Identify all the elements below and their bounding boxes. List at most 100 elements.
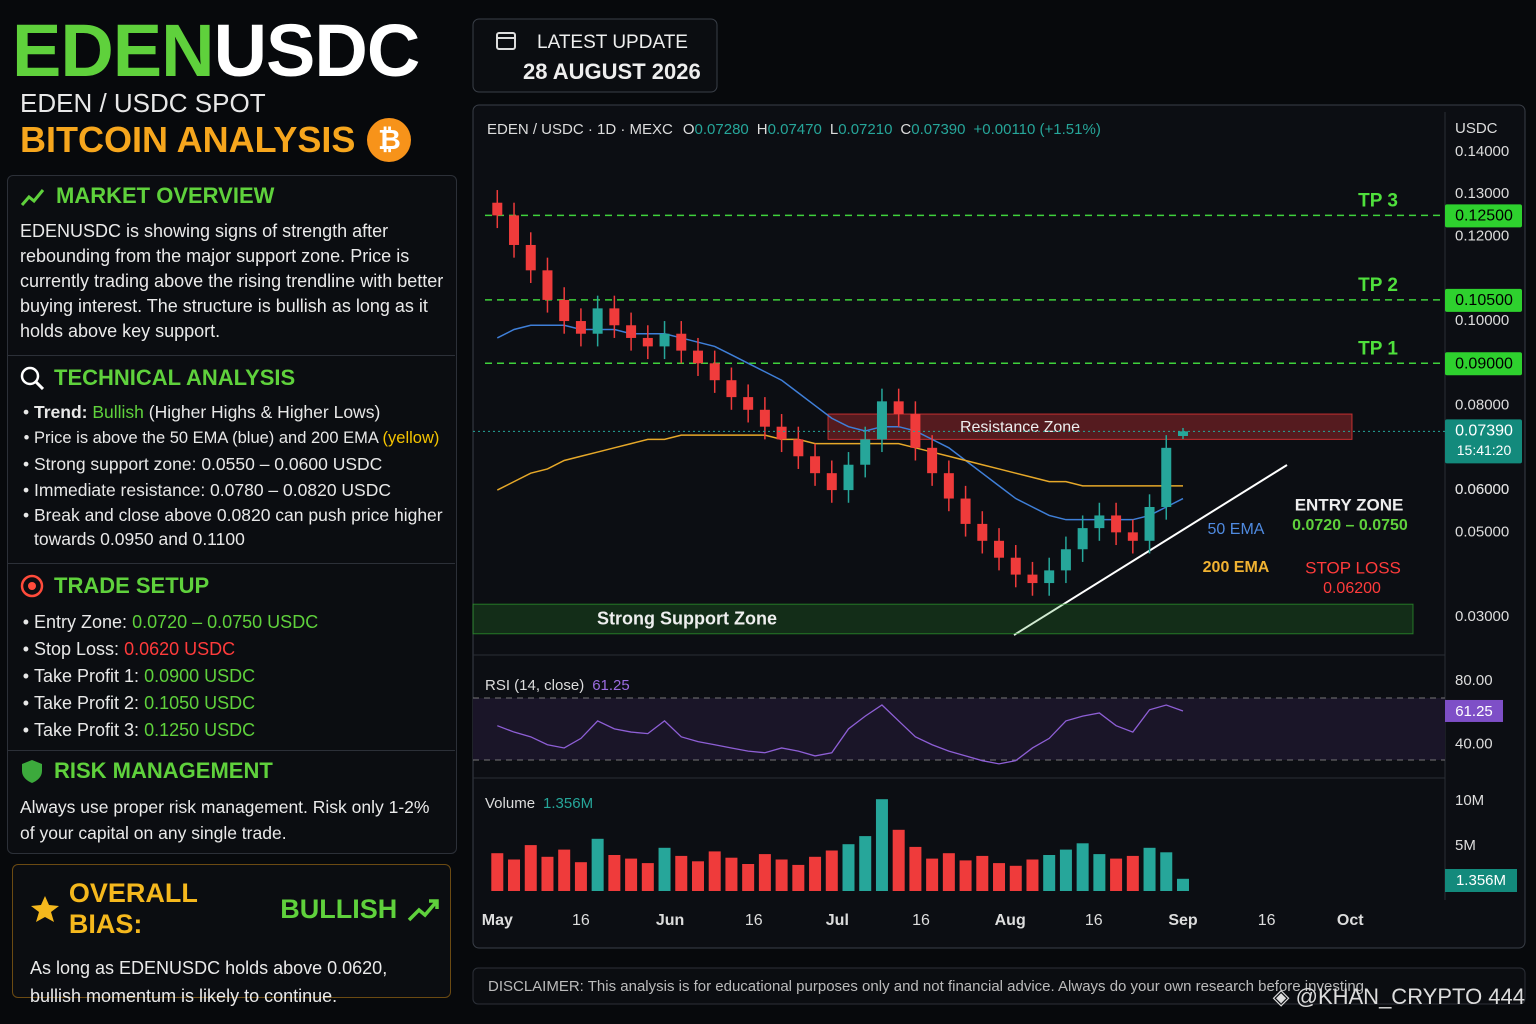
x-tick-label: 16: [745, 912, 763, 929]
bullet: Entry Zone: 0.0720 – 0.0750 USDC: [34, 609, 450, 636]
x-tick-label: Aug: [995, 912, 1026, 929]
bullet-label: Take Profit 1:: [34, 666, 140, 686]
bullet-text: Break and close above 0.0820 can push pr…: [34, 505, 443, 549]
volume-bar: [775, 859, 788, 891]
icon: [20, 189, 45, 206]
divider: [8, 563, 455, 564]
volume-bar: [909, 846, 922, 891]
section-title-text: MARKET OVERVIEW: [56, 183, 275, 208]
annotation: ENTRY ZONE: [1295, 495, 1404, 514]
candle-body: [1060, 549, 1071, 571]
bullet: Take Profit 2: 0.1050 USDC: [34, 690, 450, 717]
candle-body: [977, 523, 988, 541]
candle-body: [743, 397, 754, 410]
candle-body: [542, 270, 553, 300]
y-tick-label: 0.06000: [1455, 481, 1509, 498]
volume-bar: [1160, 852, 1173, 891]
section-title-text: TRADE SETUP: [54, 573, 210, 598]
zone-label: Strong Support Zone: [597, 609, 777, 629]
candle-body: [1161, 447, 1172, 507]
update-date: 28 AUGUST 2026: [523, 59, 701, 84]
ohlc-value: 0.07210: [838, 121, 892, 138]
annotation: 0.0720 – 0.0750: [1292, 517, 1408, 534]
candle-body: [943, 473, 954, 499]
candle-body: [927, 447, 938, 474]
ohlc-value: 0.07280: [695, 121, 749, 138]
calendar-icon: [496, 32, 516, 50]
price-tag-label: 0.09000: [1455, 356, 1513, 373]
candle-body: [626, 325, 637, 338]
bullet: Take Profit 3: 0.1250 USDC: [34, 717, 450, 744]
annotation: 50 EMA: [1208, 521, 1265, 538]
volume-bar: [792, 864, 805, 891]
y-tick-label: 5M: [1455, 837, 1476, 854]
bias-label: OVERALL BIAS:: [68, 878, 198, 939]
volume-bar: [959, 860, 972, 891]
ema-line: [496, 434, 1183, 491]
volume-title: Volume 1.356M: [485, 795, 593, 812]
currency: USDC: [1455, 120, 1498, 137]
disclaimer: DISCLAIMER: This analysis is for educati…: [488, 978, 1368, 995]
candle-body: [1044, 570, 1055, 584]
bullet-text: Price is above the 50 EMA (blue) and 200…: [34, 429, 378, 447]
volume-bar: [491, 853, 504, 891]
candle-body: [759, 409, 770, 427]
y-tick-label: 0.14000: [1455, 143, 1509, 160]
x-tick-label: 16: [1085, 912, 1103, 929]
volume-bar: [608, 855, 621, 891]
bullet-label: Stop Loss:: [34, 639, 120, 659]
x-tick-label: Jul: [826, 912, 849, 929]
volume-bar: [976, 855, 989, 891]
y-tick-label: 0.12000: [1455, 227, 1509, 244]
volume-bar: [1076, 843, 1089, 891]
x-tick-label: 16: [912, 912, 930, 929]
divider: [8, 355, 455, 356]
candle-body: [1077, 528, 1088, 550]
target-name: TP 3: [1358, 190, 1398, 211]
volume-bar: [842, 844, 855, 891]
arrow-icon: [408, 899, 440, 922]
bullet-label: Entry Zone:: [34, 612, 128, 632]
section-title-text: TECHNICAL ANALYSIS: [54, 365, 296, 390]
zone: [827, 413, 1353, 440]
price-tag: [1445, 288, 1522, 312]
coin-icon: ₿: [367, 118, 412, 162]
volume-bar: [675, 855, 688, 891]
candle-body: [893, 401, 904, 415]
ohlc-value: 0.07390: [911, 121, 965, 138]
ema-line: [496, 324, 1184, 521]
candle-body: [810, 456, 821, 474]
volume-bar: [524, 845, 537, 891]
icon: [20, 574, 44, 598]
candle-body: [709, 363, 720, 381]
candle-body: [910, 414, 921, 448]
annotation: 200 EMA: [1203, 559, 1270, 576]
symbol: EDEN / USDC · 1D · MEXC: [487, 121, 673, 138]
volume-bar: [541, 856, 554, 891]
candle-body: [525, 244, 536, 271]
technical-analysis: TECHNICAL ANALYSIS Trend: Bullish (Highe…: [20, 365, 450, 551]
volume-value: 1.356M: [543, 795, 593, 812]
annotation: 0.06200: [1323, 580, 1381, 597]
rsi-band: [473, 698, 1445, 760]
price-tag: [1445, 204, 1522, 228]
candle-body: [1177, 431, 1188, 436]
x-tick-label: 16: [572, 912, 590, 929]
subtitle: EDEN / USDC SPOT: [20, 88, 266, 118]
bullet-value: 0.0620 USDC: [124, 639, 236, 659]
candle-body: [826, 473, 837, 491]
volume-bar: [809, 856, 822, 891]
info-panel: [7, 175, 457, 854]
ohlc-header: EDEN / USDC · 1D · MEXC O0.07280 H0.07470 L…: [487, 121, 1101, 138]
volume-bar: [1176, 878, 1189, 891]
update-box: [472, 18, 718, 93]
icon: [20, 366, 44, 390]
y-tick-label: 0.05000: [1455, 523, 1509, 540]
bullet-value: 0.0720 – 0.0750 USDC: [132, 612, 319, 632]
overall-bias: OVERALL BIAS: BULLISH As long as EDENUSDC…: [30, 878, 440, 1010]
bullet-list: Entry Zone: 0.0720 – 0.0750 USDC Stop Lo…: [20, 609, 450, 744]
price-tag: [1445, 352, 1522, 376]
countdown: 15:41:20: [1457, 442, 1512, 458]
bullet: Break and close above 0.0820 can push pr…: [34, 503, 450, 551]
